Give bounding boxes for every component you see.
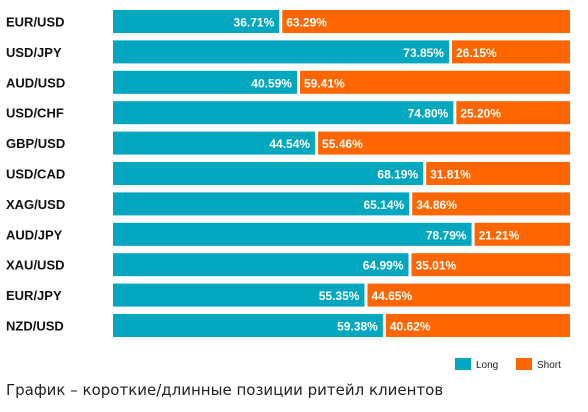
long-value-label: 55.35% [319,289,360,303]
bar-row: USD/CHF 74.80% 25.20% [6,101,570,125]
bar-row: USD/CAD 68.19% 31.81% [6,162,570,185]
long-bar [113,70,297,94]
short-value-label: 63.29% [286,16,327,30]
category-label: USD/JPY [6,45,62,60]
category-label: USD/CHF [6,106,64,121]
bar-row: USD/JPY 73.85% 26.15% [6,40,570,64]
legend: Long Short [455,358,561,371]
bar-row: GBP/USD 44.54% 55.46% [6,131,570,155]
category-label: XAU/USD [6,258,65,273]
bar-row: EUR/JPY 55.35% 44.65% [6,283,570,307]
category-label: GBP/USD [6,136,65,151]
short-value-label: 31.81% [430,168,471,182]
bar-row: AUD/USD 40.59% 59.41% [6,70,570,94]
bar-row: XAU/USD 64.99% 35.01% [6,253,570,277]
short-value-label: 35.01% [416,259,457,273]
category-label: EUR/USD [6,15,65,30]
long-value-label: 64.99% [363,259,404,273]
short-value-label: 40.62% [390,320,431,334]
long-value-label: 68.19% [377,168,418,182]
legend-long-label: Long [476,360,498,371]
short-value-label: 55.46% [322,137,363,151]
short-value-label: 26.15% [456,46,497,60]
bar-rows: EUR/USD 36.71% 63.29% USD/JPY 73.85% 26.15% AU… [6,10,570,337]
long-value-label: 44.54% [269,137,310,151]
long-value-label: 65.14% [363,198,404,212]
category-label: XAG/USD [6,197,65,212]
category-label: AUD/USD [6,75,65,90]
short-bar [385,314,570,337]
chart-caption: График – короткие/длинные позиции ритейл… [6,381,444,399]
long-bar [113,253,409,277]
long-value-label: 73.85% [403,46,444,60]
short-value-label: 34.86% [416,198,457,212]
bar-row: XAG/USD 65.14% 34.86% [6,192,570,216]
legend-short-label: Short [537,360,561,371]
short-bar [282,10,570,33]
long-bar [113,222,472,246]
long-bar [113,283,365,307]
short-value-label: 59.41% [304,76,345,90]
short-bar [318,131,570,155]
short-value-label: 21.21% [479,228,520,242]
short-bar [474,222,570,246]
long-value-label: 78.79% [426,228,467,242]
bar-row: NZD/USD 59.38% 40.62% [6,314,570,337]
long-bar [113,40,449,64]
long-bar [113,192,410,216]
category-label: AUD/JPY [6,227,63,242]
legend-short-swatch [516,358,532,370]
long-bar [113,162,424,185]
short-bar [299,70,570,94]
short-bar [367,283,570,307]
short-value-label: 25.20% [460,107,501,121]
long-bar [113,131,316,155]
short-bar [426,162,570,185]
short-value-label: 44.65% [371,289,412,303]
long-value-label: 74.80% [408,107,449,121]
long-bar [113,314,383,337]
long-value-label: 36.71% [234,16,275,30]
long-bar [113,10,280,33]
category-label: EUR/JPY [6,288,62,303]
legend-long-swatch [455,358,471,370]
short-bar [412,192,570,216]
long-value-label: 59.38% [337,320,378,334]
category-label: USD/CAD [6,167,65,182]
short-bar [451,40,570,64]
bar-row: EUR/USD 36.71% 63.29% [6,10,570,33]
short-bar [411,253,570,277]
bar-row: AUD/JPY 78.79% 21.21% [6,222,570,246]
long-value-label: 40.59% [251,76,292,90]
short-bar [456,101,570,125]
chart: EUR/USD 36.71% 63.29% USD/JPY 73.85% 26.15% AU… [6,10,570,371]
category-label: NZD/USD [6,319,64,334]
long-bar [113,101,454,125]
